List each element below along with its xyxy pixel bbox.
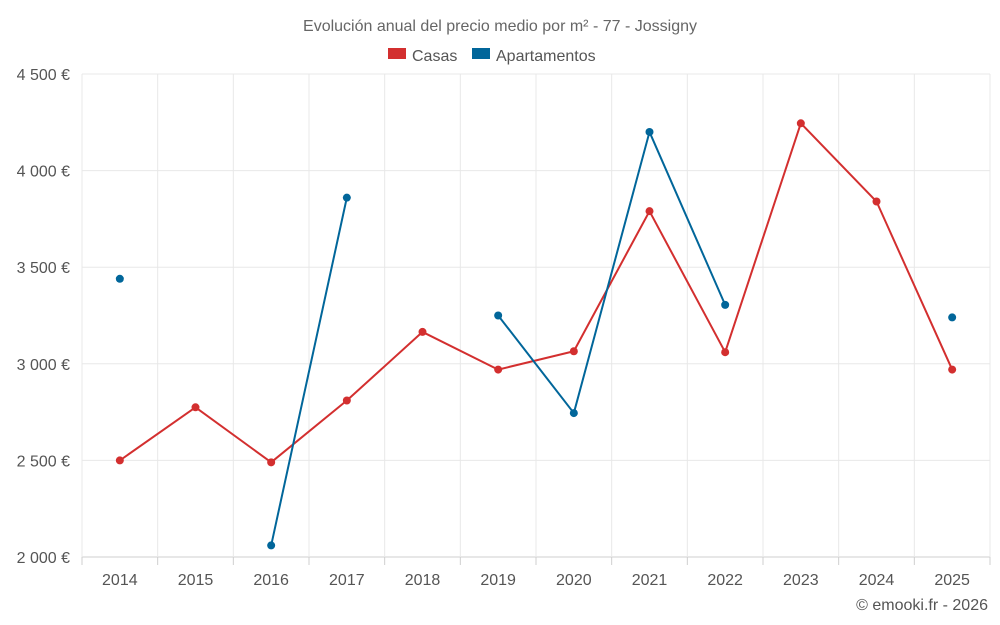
x-tick-label: 2019: [480, 572, 516, 589]
series-line-segment-casas: [118, 406, 197, 462]
x-tick-label: 2016: [253, 572, 289, 589]
x-tick-label: 2015: [178, 572, 214, 589]
chart-title: Evolución anual del precio medio por m² …: [303, 18, 697, 35]
data-point-casas[interactable]: [796, 119, 805, 128]
data-point-casas[interactable]: [494, 365, 503, 374]
series-line-segment-casas: [345, 330, 424, 402]
series-line-segment-casas: [799, 122, 878, 203]
data-point-casas[interactable]: [342, 396, 351, 405]
series-line-segment-casas: [572, 210, 651, 353]
y-tick-label: 2 000 €: [17, 550, 70, 567]
y-tick-label: 2 500 €: [17, 453, 70, 470]
series-line-segment-casas: [875, 200, 954, 371]
data-point-casas[interactable]: [115, 456, 124, 465]
series-line-segment-apartamentos: [497, 314, 575, 415]
series-line-segment-casas: [648, 210, 727, 354]
y-tick-label: 3 000 €: [17, 357, 70, 374]
data-point-casas[interactable]: [948, 365, 957, 374]
data-point-apartamentos[interactable]: [569, 409, 578, 418]
y-tick-label: 4 000 €: [17, 164, 70, 181]
data-point-casas[interactable]: [872, 197, 881, 206]
series-line-segment-casas: [270, 399, 348, 464]
data-point-apartamentos[interactable]: [115, 274, 124, 283]
y-tick-label: 3 500 €: [17, 260, 70, 277]
legend-item-casas[interactable]: Casas: [388, 48, 457, 65]
series-line-segment-casas: [724, 122, 802, 354]
data-point-casas[interactable]: [569, 347, 578, 356]
x-tick-label: 2024: [859, 572, 895, 589]
y-tick-label: 4 500 €: [17, 67, 70, 84]
x-tick-label: 2018: [405, 572, 441, 589]
legend-item-apartamentos[interactable]: Apartamentos: [472, 48, 596, 65]
credit-text: © emooki.fr - 2026: [856, 597, 988, 614]
legend: Casas Apartamentos: [388, 48, 596, 65]
data-point-casas[interactable]: [721, 348, 730, 357]
data-point-casas[interactable]: [191, 403, 200, 412]
x-axis: 2014 2015 2016 2017 2018 2019 2020 2021 2022 2023…: [102, 572, 970, 589]
x-tick-label: 2021: [632, 572, 668, 589]
y-axis: 2 000 € 2 500 € 3 000 € 3 500 € 4 000 € 4 500…: [17, 67, 70, 567]
series-line-segment-casas: [497, 350, 575, 371]
series-line-segment-apartamentos: [648, 130, 727, 306]
x-tick-label: 2025: [934, 572, 970, 589]
series-layer: [115, 119, 957, 550]
series-apartamentos: [115, 127, 957, 550]
x-tick-label: 2017: [329, 572, 365, 589]
grid-lines: [81, 73, 991, 565]
data-point-apartamentos[interactable]: [721, 300, 730, 309]
data-point-apartamentos[interactable]: [645, 127, 654, 136]
x-tick-label: 2022: [707, 572, 743, 589]
x-tick-label: 2023: [783, 572, 819, 589]
series-line-segment-casas: [194, 406, 273, 464]
legend-label-casas: Casas: [412, 48, 457, 65]
data-point-apartamentos[interactable]: [494, 311, 503, 320]
series-line-segment-casas: [421, 330, 500, 371]
data-point-casas[interactable]: [267, 458, 276, 467]
x-tick-label: 2020: [556, 572, 592, 589]
legend-label-apartamentos: Apartamentos: [496, 48, 596, 65]
data-point-apartamentos[interactable]: [267, 541, 276, 550]
series-line-segment-apartamentos: [270, 196, 348, 547]
series-line-segment-apartamentos: [572, 130, 651, 415]
legend-swatch-casas: [388, 48, 406, 59]
series-casas: [115, 119, 957, 467]
data-point-apartamentos[interactable]: [342, 193, 351, 202]
legend-swatch-apartamentos: [472, 48, 490, 59]
data-point-casas[interactable]: [418, 327, 427, 336]
data-point-apartamentos[interactable]: [948, 313, 957, 322]
data-point-casas[interactable]: [645, 207, 654, 216]
x-tick-label: 2014: [102, 572, 138, 589]
